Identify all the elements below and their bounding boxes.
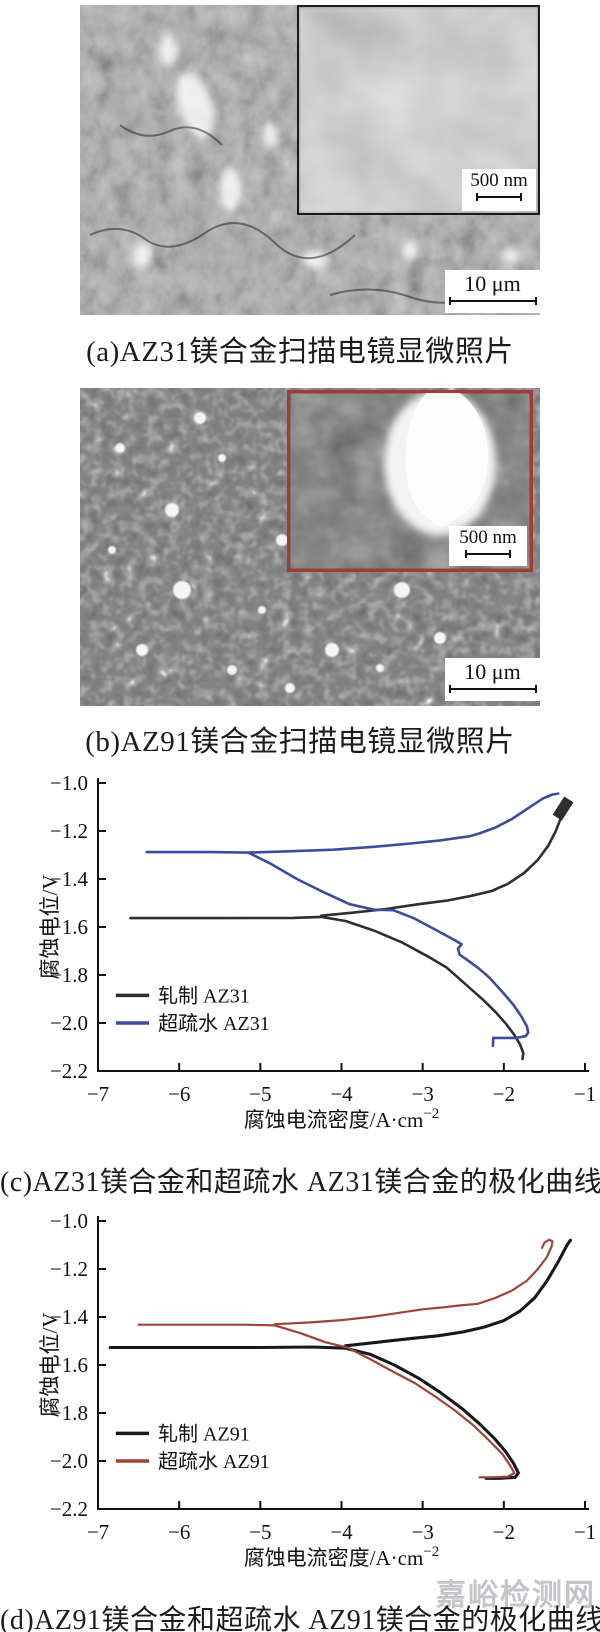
scalebar-10um-a: 10 μm [445,270,540,313]
x-tick-label: −1 [574,1082,596,1106]
scalebar-500nm-a-line [476,192,522,201]
scalebar-10um-b-label: 10 μm [464,659,521,684]
legend-label-轧制 AZ91: 轧制 AZ91 [158,1422,250,1445]
sem-inset-texture-az31 [299,7,538,213]
y-tick-label: −1.4 [50,867,89,891]
caption-panel-a: (a)AZ31镁合金扫描电镜显微照片 [86,336,514,368]
y-tick-label: −2.2 [50,1497,88,1521]
sem-inset-az91: 500 nm [287,390,533,572]
y-tick-label: −1.0 [50,771,88,795]
caption-chart-c: (c)AZ31镁合金和超疏水 AZ31镁合金的极化曲线 [0,1167,600,1198]
curve-超疏水 AZ91 [273,1238,554,1326]
curve-超疏水 AZ91 [137,1323,516,1479]
legend-label-轧制 AZ31: 轧制 AZ31 [158,984,250,1007]
x-tick-label: −2 [493,1520,515,1544]
x-tick-label: −3 [411,1082,433,1106]
x-tick-label: −5 [249,1520,271,1544]
scalebar-500nm-a: 500 nm [462,169,536,211]
y-tick-label: −2.0 [50,1449,88,1473]
y-axis-label: 腐蚀电位/V [38,875,62,980]
x-tick-label: −4 [330,1520,353,1544]
polarization-chart-az91: −7 −6 −5 −4 −3 −2 −1 −1.0 −1.2 −1.4 −1.6 −1.8 −2.0 −2… [38,1209,596,1570]
x-tick-label: −5 [249,1082,271,1106]
curve-end-marker-轧制 AZ31 [552,796,574,821]
scalebar-500nm-b-line [465,549,511,558]
scalebar-500nm-a-label: 500 nm [470,170,528,191]
sem-inset-az31: 500 nm [297,5,540,215]
y-tick-label: −1.0 [50,1209,88,1233]
curve-轧制 AZ91 [344,1238,572,1348]
y-tick-label: −1.2 [50,819,88,843]
curve-轧制 AZ91 [108,1345,520,1480]
scalebar-10um-a-line [448,297,537,306]
polarization-chart-az31: −7 −6 −5 −4 −3 −2 −1 −1.0 −1.2 −1.4 −1.6 −1.8 −2.0 −2… [38,771,596,1132]
x-tick-label: −7 [87,1082,109,1106]
sem-image-az91: 500 nm 10 μm [80,388,540,706]
y-axis-label: 腐蚀电位/V [38,1313,62,1418]
y-tick-label: −2.2 [50,1059,88,1083]
x-tick-label: −1 [574,1520,596,1544]
watermark: 嘉峪检测网 [436,1579,596,1612]
y-tick-label: −1.8 [50,1401,88,1425]
x-tick-label: −2 [493,1082,515,1106]
curve-超疏水 AZ31 [246,792,560,854]
legend-label-超疏水 AZ31: 超疏水 AZ31 [158,1012,270,1035]
caption-panel-b: (b)AZ91镁合金扫描电镜显微照片 [85,726,515,758]
x-axis-label: 腐蚀电流密度/A·cm−2 [244,1544,440,1570]
y-tick-label: −1.4 [50,1305,89,1329]
y-tick-label: −2.0 [50,1011,88,1035]
caption-chart-d: (d)AZ91镁合金和超疏水 AZ91镁合金的极化曲线 [0,1605,600,1632]
x-tick-label: −7 [87,1520,109,1544]
sem-image-az31: 500 nm 10 μm [80,5,540,315]
scalebar-10um-b-line [448,685,537,694]
y-tick-label: −1.6 [50,1353,88,1377]
x-tick-label: −6 [168,1520,190,1544]
droplet-blob [384,393,496,535]
curve-超疏水 AZ31 [145,850,530,1048]
y-tick-label: −1.2 [50,1257,88,1281]
scalebar-10um-a-label: 10 μm [464,271,521,296]
x-tick-label: −6 [168,1082,190,1106]
scalebar-500nm-b: 500 nm [449,526,527,566]
curve-轧制 AZ31 [319,805,566,917]
y-tick-label: −1.6 [50,915,88,939]
scalebar-500nm-b-label: 500 nm [459,527,517,548]
x-tick-label: −3 [411,1520,433,1544]
y-tick-label: −1.8 [50,963,88,987]
x-tick-label: −4 [330,1082,353,1106]
scalebar-10um-b: 10 μm [445,658,540,701]
x-axis-label: 腐蚀电流密度/A·cm−2 [244,1106,440,1132]
legend-label-超疏水 AZ91: 超疏水 AZ91 [158,1450,270,1473]
